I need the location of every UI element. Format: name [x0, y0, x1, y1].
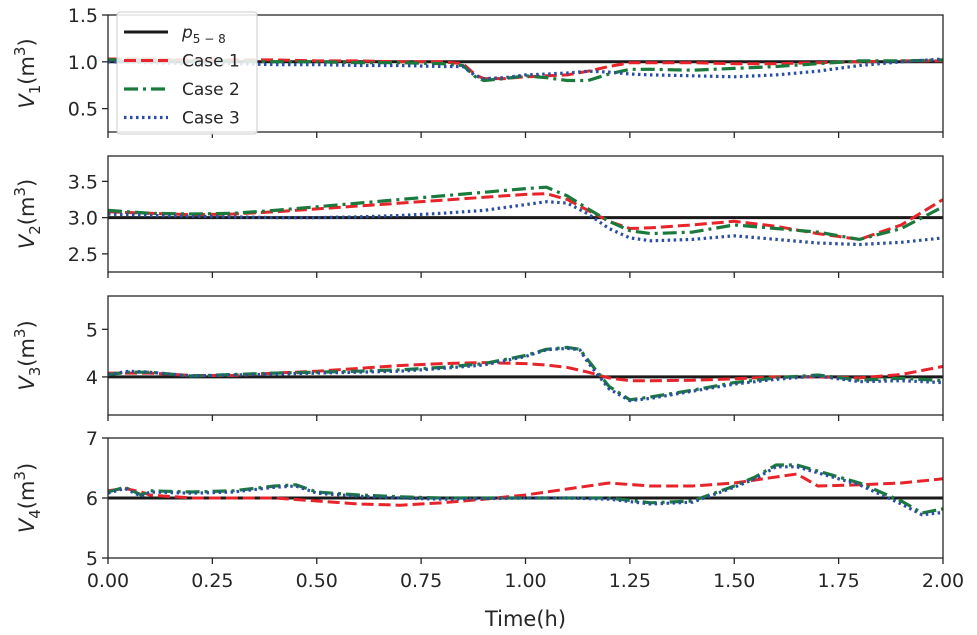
- legend: p5 − 8 Case 1 Case 2 Case 3: [116, 11, 258, 135]
- series-line-case-3: [108, 346, 943, 403]
- series-line-case-3: [108, 465, 943, 517]
- x-tick-label: 1.75: [817, 570, 859, 592]
- series-line-case-2: [108, 345, 943, 402]
- x-tick-label: 1.00: [504, 570, 546, 592]
- series-line-case-2: [108, 185, 943, 241]
- series-line-case-1: [108, 472, 943, 507]
- y-tick-label: 3.0: [68, 208, 98, 230]
- y-tick-label: 6: [86, 488, 98, 510]
- x-tick-label: 0.00: [87, 570, 129, 592]
- y-tick-label: 1.0: [68, 52, 98, 74]
- legend-label: p5 − 8: [181, 23, 226, 46]
- panel-2: 2.5 3.0 3.5 V2(m3): [11, 155, 944, 278]
- x-tick-label: 0.25: [191, 570, 233, 592]
- x-tick-label: 1.50: [713, 570, 755, 592]
- y-tick-label: 2.5: [68, 244, 98, 266]
- x-tick-label: 0.50: [296, 570, 338, 592]
- y-tick-label: 7: [86, 428, 98, 450]
- x-tick-label: 0.75: [400, 570, 442, 592]
- x-tick-label: 2.00: [922, 570, 964, 592]
- y-tick-label: 5: [86, 548, 98, 570]
- panel-1: 0.5 1.0 1.5 V1(m3): [11, 5, 944, 138]
- series-line-case-1: [108, 57, 943, 81]
- series-line-case-3: [108, 57, 943, 81]
- x-axis-label: Time(h): [484, 607, 566, 631]
- y-axis-label: V3(m3): [11, 320, 44, 390]
- y-tick-label: 0.5: [68, 99, 98, 121]
- y-axis-label: V1(m3): [11, 38, 44, 108]
- y-axis-label: V2(m3): [11, 179, 44, 249]
- series-line-case-2: [108, 58, 943, 83]
- y-tick-label: 5: [86, 319, 98, 341]
- panel-4: 5 6 7 0.00 0.25 0.50 0.75 1.00 1.25 1.50 1.75 2.00 V…: [11, 428, 964, 631]
- series-line-case-1: [108, 361, 943, 383]
- series-line-case-2: [108, 463, 943, 515]
- y-axis-label: V4(m3): [11, 463, 44, 533]
- y-tick-label: 3.5: [68, 171, 98, 193]
- series-line-case-3: [108, 200, 943, 247]
- y-tick-label: 4: [86, 367, 98, 389]
- legend-label: Case 3: [182, 109, 240, 129]
- legend-label: Case 1: [182, 52, 240, 72]
- y-tick-label: 1.5: [68, 5, 98, 27]
- legend-label: Case 2: [182, 80, 240, 100]
- panel-3: 4 5 V3(m3): [11, 295, 944, 421]
- x-tick-label: 1.25: [609, 570, 651, 592]
